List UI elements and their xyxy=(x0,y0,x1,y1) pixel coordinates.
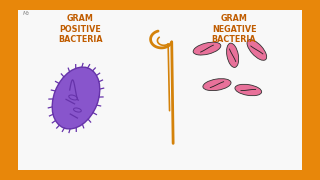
Ellipse shape xyxy=(235,84,262,96)
Ellipse shape xyxy=(227,43,239,68)
Text: GRAM
POSITIVE
BACTERIA: GRAM POSITIVE BACTERIA xyxy=(58,14,103,44)
Text: GRAM
NEGATIVE
BACTERIA: GRAM NEGATIVE BACTERIA xyxy=(212,14,256,44)
Ellipse shape xyxy=(203,79,231,91)
Ellipse shape xyxy=(247,40,267,60)
Text: M₂: M₂ xyxy=(23,11,30,16)
Ellipse shape xyxy=(52,67,100,129)
Ellipse shape xyxy=(193,42,221,55)
